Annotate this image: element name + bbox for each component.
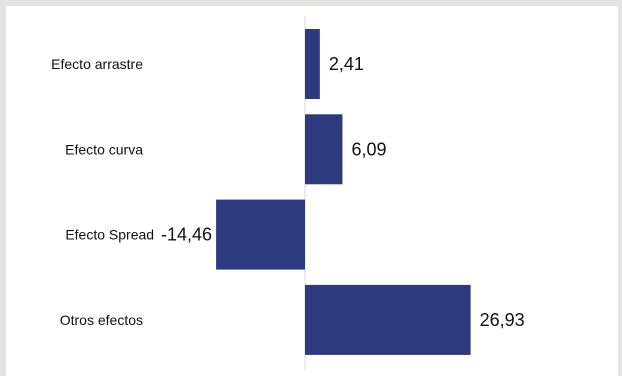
bar-2 bbox=[305, 114, 343, 185]
category-label: Efecto curva bbox=[65, 141, 143, 157]
bar-3 bbox=[216, 199, 305, 270]
value-label: -14,46 bbox=[161, 225, 212, 245]
value-label: 2,41 bbox=[329, 54, 364, 74]
bar-1 bbox=[305, 29, 320, 99]
value-label: 26,93 bbox=[480, 310, 525, 330]
category-label: Otros efectos bbox=[60, 312, 143, 328]
bar-4 bbox=[305, 284, 471, 355]
chart-frame: Efecto arrastre 2,41 Efecto curva 6,09 Efect… bbox=[6, 6, 618, 376]
value-label: 6,09 bbox=[351, 139, 386, 159]
bar-chart: Efecto arrastre 2,41 Efecto curva 6,09 Efect… bbox=[51, 16, 525, 370]
category-label: Efecto arrastre bbox=[51, 56, 143, 72]
category-label: Efecto Spread bbox=[65, 227, 154, 243]
